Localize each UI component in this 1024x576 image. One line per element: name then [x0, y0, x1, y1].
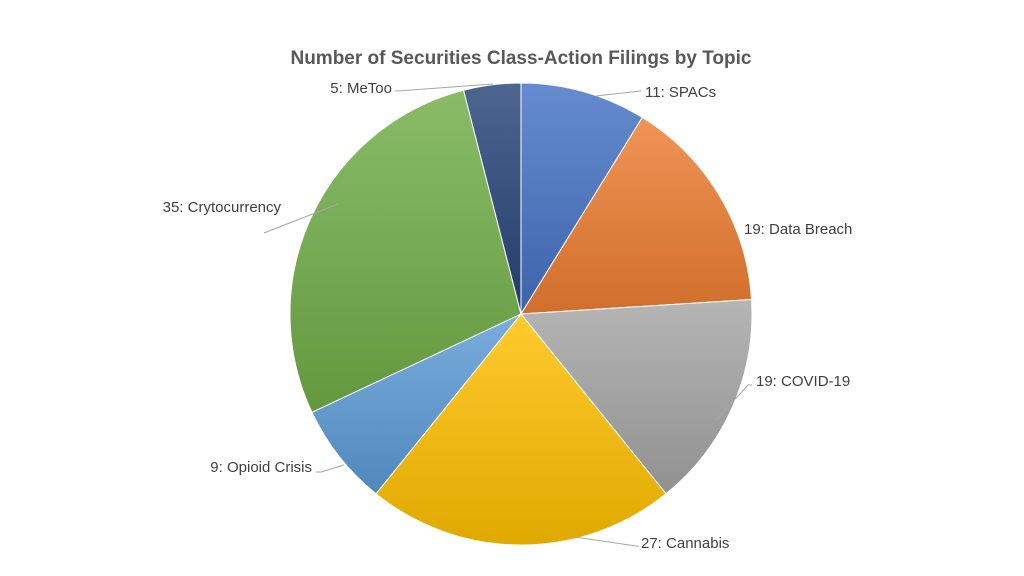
slice-label-data-breach: 19: Data Breach: [744, 221, 852, 238]
leader-line-spacs: [595, 90, 642, 97]
leader-lines: [263, 83, 752, 547]
leader-line-covid-19: [715, 384, 752, 421]
leader-line-metoo: [395, 83, 494, 92]
chart-title: Number of Securities Class-Action Filing…: [290, 48, 751, 69]
pie-slice-crytocurrency: [289, 89, 522, 414]
pie-slice-spacs: [520, 82, 644, 316]
pie-slice-data-breach: [520, 116, 753, 315]
pie-slice-metoo: [462, 82, 522, 315]
leader-line-crytocurrency: [263, 203, 339, 234]
slice-label-covid-19: 19: COVID-19: [756, 373, 850, 390]
slice-label-metoo: 5: MeToo: [330, 80, 392, 97]
pie-slice-cannabis: [375, 313, 667, 546]
slice-label-cannabis: 27: Cannabis: [641, 535, 729, 552]
pie-slice-opioid-crisis: [311, 313, 522, 495]
slice-label-spacs: 11: SPACs: [645, 84, 716, 101]
leader-line-cannabis: [574, 536, 639, 547]
slice-labels: 11: SPACs 19: Data Breach 19: COVID-19 27: …: [163, 80, 853, 552]
leader-line-opioid-crisis: [316, 464, 345, 473]
slice-label-opioid-crisis: 9: Opioid Crisis: [210, 459, 312, 476]
pie-slices: [289, 82, 753, 546]
pie-slice-covid-19: [520, 298, 753, 495]
slice-label-crytocurrency: 35: Crytocurrency: [163, 199, 282, 216]
